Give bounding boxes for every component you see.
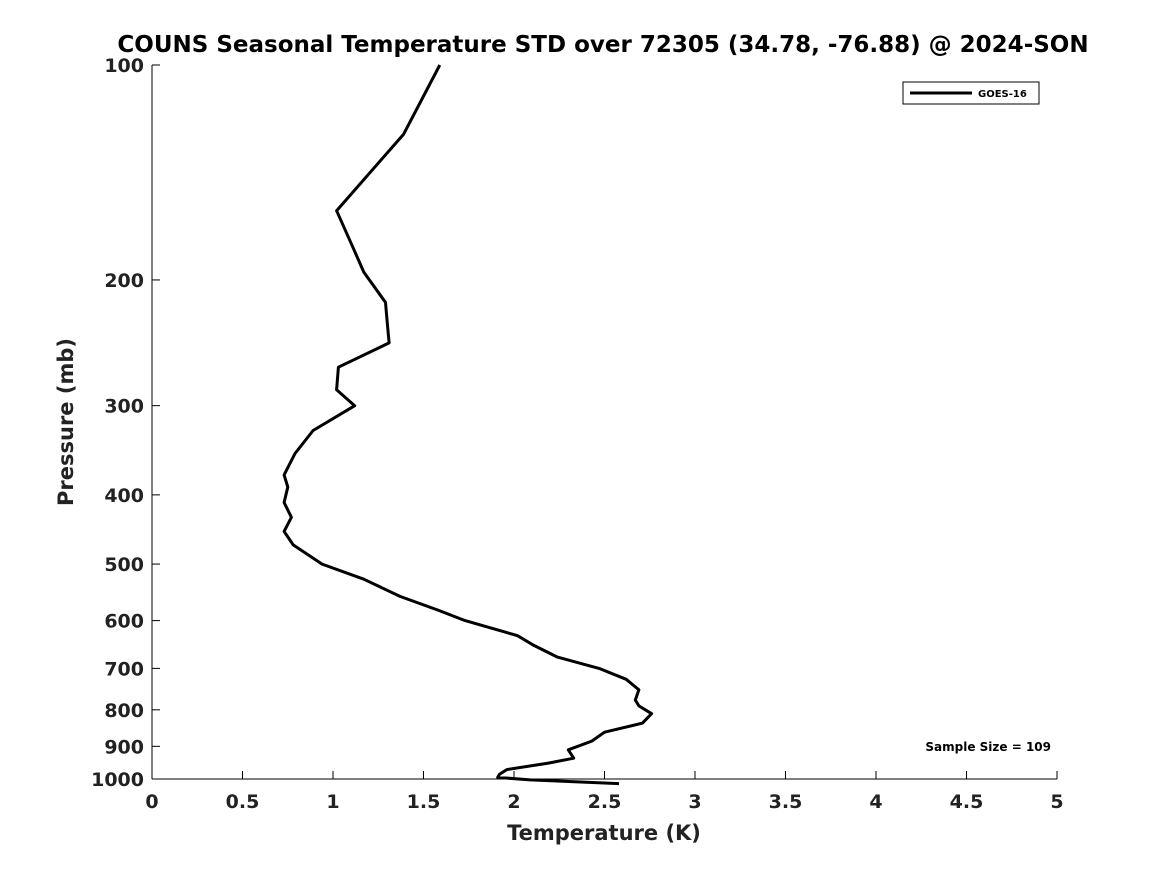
x-tick-label: 1.5 — [407, 791, 441, 813]
y-tick-label: 900 — [104, 736, 144, 758]
x-tick-label: 3 — [688, 791, 701, 813]
series-line-goes-16 — [282, 64, 654, 786]
y-tick-label: 500 — [104, 554, 144, 576]
x-tick-label: 1 — [326, 791, 339, 813]
x-tick-label: 5 — [1050, 791, 1063, 813]
legend: GOES-16 — [902, 81, 1040, 105]
legend-label-goes-16: GOES-16 — [978, 89, 1027, 100]
x-tick-label: 0.5 — [226, 791, 260, 813]
sample-size-annotation: Sample Size = 109 — [925, 740, 1051, 754]
y-axis-label: Pressure (mb) — [54, 338, 78, 506]
y-tick-label: 200 — [104, 270, 144, 292]
chart-title: COUNS Seasonal Temperature STD over 7230… — [117, 32, 1088, 58]
y-tick-label: 1000 — [91, 769, 144, 791]
x-tick-label: 0 — [145, 791, 158, 813]
x-ticks: 0 0.5 1 1.5 2 2.5 3 3.5 4 4.5 5 — [145, 771, 1064, 813]
x-tick-label: 2 — [507, 791, 520, 813]
x-tick-label: 3.5 — [769, 791, 803, 813]
x-axis-label: Temperature (K) — [507, 821, 701, 845]
x-tick-label: 2.5 — [588, 791, 622, 813]
y-ticks: 100 200 300 400 500 600 700 800 900 1000 — [91, 55, 160, 791]
series-layer — [282, 64, 654, 786]
y-tick-label: 100 — [104, 55, 144, 77]
y-tick-label: 700 — [104, 658, 144, 680]
x-tick-label: 4.5 — [950, 791, 984, 813]
x-tick-label: 4 — [869, 791, 882, 813]
y-tick-label: 400 — [104, 485, 144, 507]
y-tick-label: 800 — [104, 700, 144, 722]
y-tick-label: 300 — [104, 396, 144, 418]
y-tick-label: 600 — [104, 611, 144, 633]
